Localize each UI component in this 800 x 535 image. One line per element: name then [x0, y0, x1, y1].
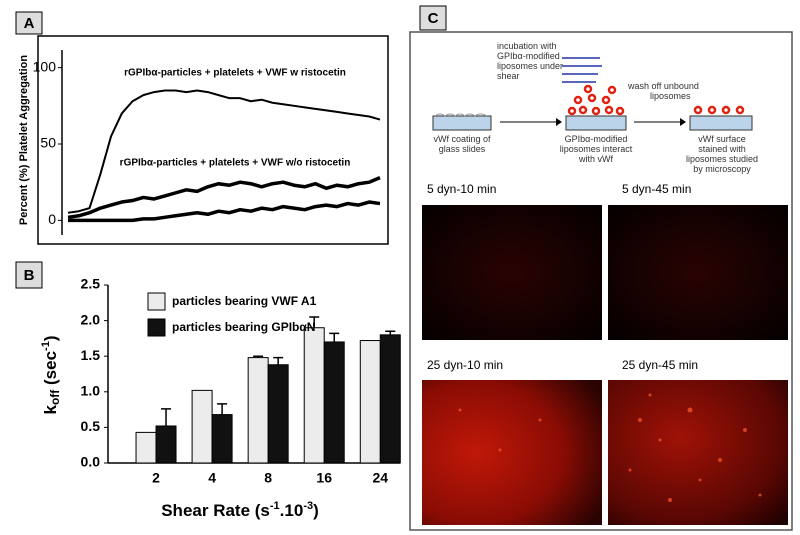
- x-tick-label: 8: [264, 470, 272, 486]
- y-tick-label: 50: [40, 135, 56, 151]
- step-text: incubation with GPIbα-modified liposomes u…: [497, 41, 563, 81]
- bar: [191, 389, 213, 464]
- legend-label: particles bearing VWF A1: [172, 294, 317, 308]
- bar: [379, 334, 401, 464]
- legend-swatch: [147, 292, 166, 311]
- panel-label-box: [15, 11, 43, 35]
- slide: [432, 115, 492, 131]
- flow-arrows: [562, 57, 602, 83]
- slide: [689, 115, 753, 131]
- schematic: [432, 57, 753, 131]
- x-tick-label: 16: [316, 470, 332, 486]
- error-bar: [161, 408, 172, 426]
- bar: [323, 341, 345, 464]
- y-axis-label: Percent (%) Platelet Aggregation: [18, 55, 30, 225]
- y-tick-label: 2.5: [81, 276, 101, 292]
- caption: vWf coating of glass slides: [433, 134, 491, 154]
- error-bar: [273, 356, 284, 365]
- image-label: 25 dyn-10 min: [427, 358, 503, 372]
- bar: [267, 364, 289, 464]
- y-tick-label: 1.5: [81, 347, 101, 363]
- y-tick-label: 2.0: [81, 311, 101, 327]
- legend-swatch: [147, 318, 166, 337]
- bar: [155, 425, 177, 464]
- panel-label-box: [15, 261, 43, 289]
- step-text: wash off unbound liposomes: [627, 81, 699, 101]
- micrograph: [608, 380, 788, 525]
- arrow-head: [556, 118, 562, 126]
- y-tick-label: 1.0: [81, 383, 101, 399]
- x-axis-label: Shear Rate (s-1.10-3): [161, 500, 319, 521]
- annotation: rGPIbα-particles + platelets + VWF w/o r…: [120, 158, 351, 169]
- error-bar: [253, 355, 264, 358]
- error-bar: [217, 403, 228, 415]
- bar: [303, 327, 325, 464]
- panel-label: C: [428, 10, 439, 27]
- plot-a: 0 50 100: [33, 50, 381, 235]
- annotation: rGPIbα-particles + platelets + VWF w ris…: [124, 68, 346, 79]
- y-tick-label: 0.0: [81, 454, 101, 470]
- image-label: 25 dyn-45 min: [622, 358, 698, 372]
- slide: [565, 115, 627, 131]
- panel-frame: [37, 35, 389, 245]
- x-tick-label: 4: [208, 470, 216, 486]
- image-label: 5 dyn-45 min: [622, 182, 691, 196]
- arrow-head: [680, 118, 686, 126]
- speckles: [458, 393, 762, 502]
- caption: GPIbα-modified liposomes interact with vWf: [560, 134, 633, 164]
- line-series: [68, 200, 381, 223]
- coating: [434, 113, 488, 117]
- y-axis-label: koff (sec-1): [40, 336, 62, 415]
- panel-label: B: [24, 267, 35, 284]
- liposomes: [567, 84, 745, 116]
- micrograph: [422, 205, 602, 340]
- bar: [359, 340, 381, 464]
- legend-label: particles bearing GPIbαN: [172, 320, 315, 334]
- micrograph: [422, 380, 602, 525]
- bar: [135, 431, 157, 464]
- panel-label: A: [24, 15, 35, 32]
- line-series: [67, 89, 381, 214]
- line-series: [67, 175, 381, 220]
- y-tick-label: 0: [48, 211, 56, 227]
- bar: [247, 357, 269, 464]
- bar: [211, 414, 233, 464]
- caption: vWf surface stained with liposomes studied…: [686, 134, 758, 174]
- image-label: 5 dyn-10 min: [427, 182, 496, 196]
- error-bar: [385, 330, 396, 335]
- x-tick-label: 24: [372, 470, 388, 486]
- x-tick-label: 2: [152, 470, 160, 486]
- error-bar: [329, 332, 340, 342]
- panel-label-box: [419, 5, 447, 31]
- micrograph: [608, 205, 788, 340]
- y-tick-label: 100: [33, 58, 57, 74]
- error-bar: [309, 316, 320, 328]
- y-tick-label: 0.5: [81, 418, 101, 434]
